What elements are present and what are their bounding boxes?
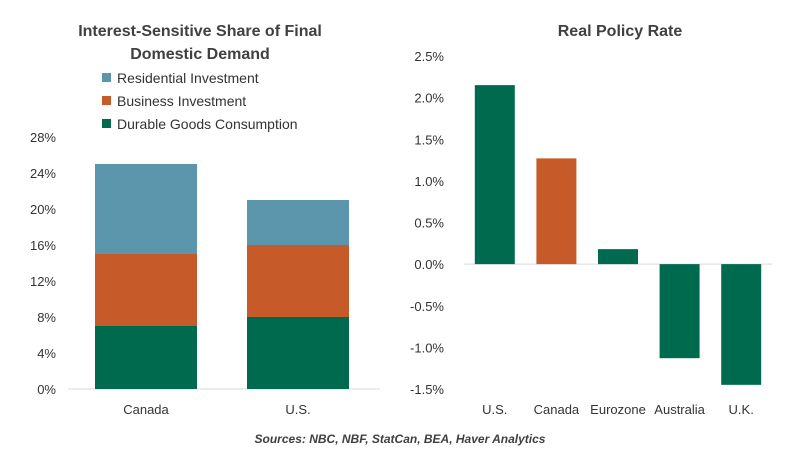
x-category-label: U.K. (729, 402, 754, 417)
bar-u-s-business-investment (247, 245, 349, 317)
legend-label-business: Business Investment (117, 92, 247, 109)
y-tick-label: 8% (37, 310, 56, 325)
bar-u-k (721, 264, 762, 385)
bar-canada-business-investment (95, 254, 197, 326)
y-tick-label: 0.0% (414, 257, 444, 272)
x-category-label: Australia (654, 402, 705, 417)
bar-canada-residential-investment (95, 164, 197, 254)
legend-item-business: Business Investment (102, 89, 298, 112)
legend-item-residential: Residential Investment (102, 66, 298, 89)
x-category-label: U.S. (285, 402, 310, 417)
y-tick-label: 0.5% (414, 216, 444, 231)
y-tick-label: 4% (37, 346, 56, 361)
legend-swatch-residential (102, 73, 111, 82)
y-tick-label: -1.0% (410, 340, 444, 355)
y-tick-label: 28% (30, 130, 56, 145)
legend-label-durable: Durable Goods Consumption (117, 115, 298, 132)
left-chart-legend: Residential Investment Business Investme… (102, 66, 298, 135)
x-category-label: Canada (534, 402, 580, 417)
right-chart-title: Real Policy Rate (557, 23, 683, 40)
left-chart-panel: Interest-Sensitive Share of Final Domest… (0, 0, 400, 430)
y-tick-label: 0% (37, 382, 56, 397)
x-category-label: Canada (123, 402, 169, 417)
bar-u-s-durable-goods-consumption (247, 317, 349, 389)
y-tick-label: -1.5% (410, 382, 444, 397)
legend-swatch-business (102, 96, 111, 105)
y-tick-label: -0.5% (410, 299, 444, 314)
legend-swatch-durable (102, 119, 111, 128)
right-chart-panel: Real Policy Rate -1.5% -1.0% -0.5% 0.0% 0.5%… (400, 0, 800, 430)
bar-u-s-residential-investment (247, 200, 349, 245)
source-note: Sources: NBC, NBF, StatCan, BEA, Haver A… (254, 432, 546, 446)
x-category-label: U.S. (482, 402, 507, 417)
y-tick-label: 1.5% (414, 132, 444, 147)
y-tick-label: 2.0% (414, 91, 444, 106)
left-chart-plot: 0% 4% 8% 12% 16% 20% 24% 28% Canada U.S. (30, 130, 380, 417)
y-tick-label: 12% (30, 274, 56, 289)
bar-canada (536, 158, 577, 265)
y-tick-label: 20% (30, 202, 56, 217)
right-chart-plot: -1.5% -1.0% -0.5% 0.0% 0.5% 1.0% 1.5% 2.0% 2.5% U… (410, 49, 772, 417)
legend-item-durable: Durable Goods Consumption (102, 112, 298, 135)
x-category-label: Eurozone (590, 402, 646, 417)
y-tick-label: 1.0% (414, 174, 444, 189)
y-tick-label: 2.5% (414, 49, 444, 64)
legend-label-residential: Residential Investment (117, 69, 259, 86)
bar-australia (659, 264, 700, 359)
bar-u-s (474, 85, 515, 265)
y-tick-label: 16% (30, 238, 56, 253)
bar-eurozone (598, 249, 638, 265)
y-tick-label: 24% (30, 166, 56, 181)
left-chart-title: Interest-Sensitive Share of Final Domest… (78, 23, 322, 63)
bar-canada-durable-goods-consumption (95, 326, 197, 389)
